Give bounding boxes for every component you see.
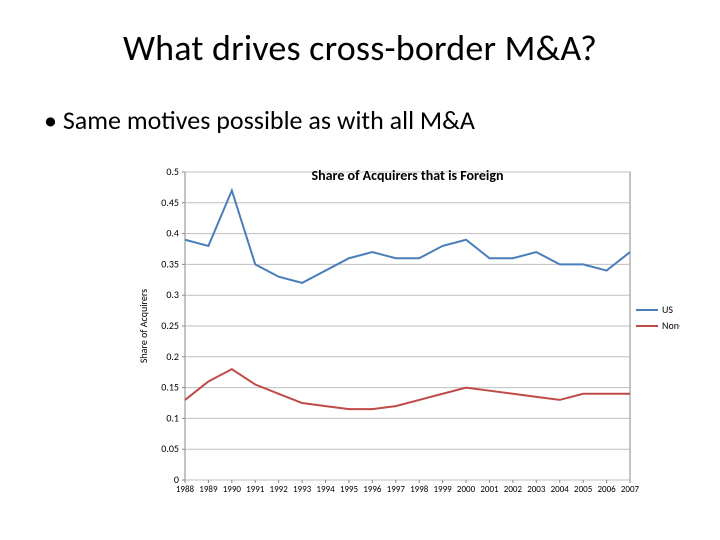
x-tick-label: 1995: [340, 484, 359, 495]
y-tick-label: 0.3: [166, 288, 179, 301]
x-tick-label: 1997: [387, 484, 406, 495]
x-tick-label: 2006: [597, 484, 616, 495]
bullet-item: Same motives possible as with all M&A: [44, 104, 680, 136]
y-tick-label: 0.2: [166, 350, 179, 363]
x-tick-label: 1992: [270, 484, 289, 495]
y-tick-label: 0.4: [166, 227, 179, 240]
chart-container: 00.050.10.150.20.250.30.350.40.450.51988…: [130, 160, 680, 520]
y-tick-label: 0.35: [161, 257, 179, 270]
x-tick-label: 1996: [363, 484, 382, 495]
page-title: What drives cross-border M&A?: [40, 26, 680, 70]
x-tick-label: 2000: [457, 484, 476, 495]
x-tick-label: 2001: [480, 484, 499, 495]
x-tick-label: 2005: [574, 484, 593, 495]
x-tick-label: 1993: [293, 484, 312, 495]
line-chart: 00.050.10.150.20.250.30.350.40.450.51988…: [130, 160, 680, 520]
y-tick-label: 0.5: [166, 165, 179, 178]
legend-label: Non-US: [662, 319, 680, 332]
x-tick-label: 1988: [176, 484, 195, 495]
x-tick-label: 2004: [551, 484, 570, 495]
y-tick-label: 0.1: [166, 411, 179, 424]
legend-label: US: [662, 303, 673, 316]
chart-title: Share of Acquirers that is Foreign: [311, 167, 503, 184]
x-tick-label: 2007: [621, 484, 640, 495]
y-tick-label: 0.45: [161, 196, 179, 209]
y-tick-label: 0.05: [161, 442, 179, 455]
y-tick-label: 0.15: [161, 381, 179, 394]
x-tick-label: 2003: [527, 484, 546, 495]
x-tick-label: 1999: [434, 484, 453, 495]
x-tick-label: 1991: [246, 484, 265, 495]
x-tick-label: 1998: [410, 484, 429, 495]
y-tick-label: 0.25: [161, 319, 179, 332]
x-tick-label: 1990: [223, 484, 242, 495]
x-tick-label: 1989: [199, 484, 218, 495]
x-tick-label: 2002: [504, 484, 523, 495]
x-tick-label: 1994: [316, 484, 335, 495]
slide: What drives cross-border M&A? Same motiv…: [0, 0, 720, 540]
y-axis-title: Share of Acquirers: [137, 289, 150, 363]
